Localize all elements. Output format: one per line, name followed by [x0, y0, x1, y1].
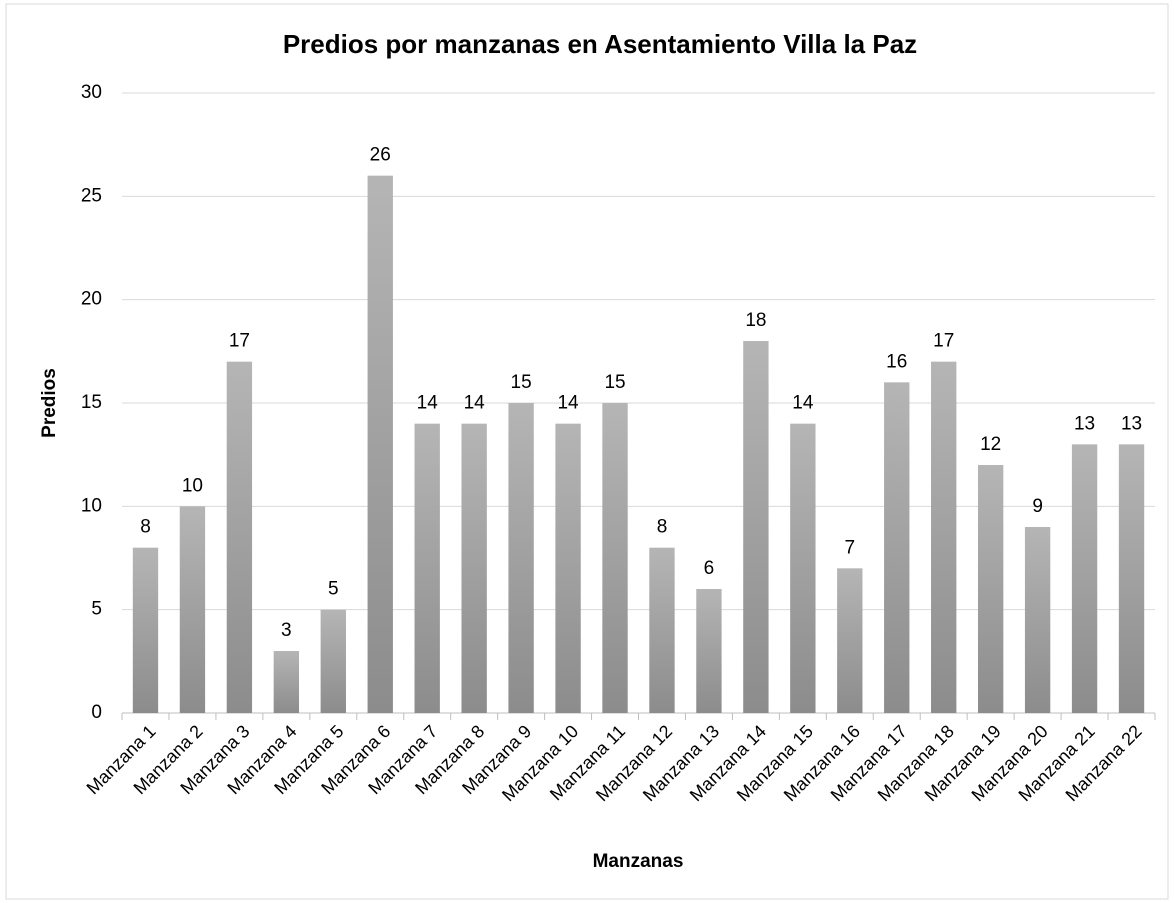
y-axis-title: Predios: [39, 368, 60, 438]
data-label: 14: [417, 393, 439, 414]
data-label: 8: [140, 517, 151, 538]
bar: [837, 568, 863, 713]
chart-title: Predios por manzanas en Asentamiento Vil…: [283, 29, 917, 59]
y-tick-label: 25: [81, 185, 102, 206]
bar: [226, 361, 253, 713]
data-label: 7: [845, 537, 856, 558]
bar: [273, 651, 300, 713]
y-tick-label: 15: [81, 392, 102, 413]
y-tick-label: 5: [91, 599, 102, 620]
bar: [508, 403, 534, 713]
bar: [320, 609, 346, 713]
data-label: 6: [704, 558, 715, 579]
bar: [179, 506, 206, 713]
data-label: 8: [657, 517, 668, 538]
data-label: 14: [464, 393, 486, 414]
bar: [1071, 444, 1098, 713]
bar: [649, 547, 675, 713]
data-label: 17: [229, 331, 250, 352]
data-label: 15: [604, 372, 625, 393]
bar: [555, 423, 581, 713]
chart-border: [5, 3, 1169, 900]
data-label: 26: [370, 145, 391, 166]
data-label: 17: [933, 331, 954, 352]
bar: [696, 589, 722, 713]
y-tick-label: 10: [81, 495, 102, 516]
y-tick-label: 30: [81, 82, 102, 103]
bar: [977, 465, 1004, 713]
y-tick-label: 20: [81, 289, 102, 310]
bar: [743, 341, 769, 713]
bar: [602, 403, 628, 713]
data-label: 13: [1074, 413, 1095, 434]
data-label: 9: [1032, 496, 1043, 517]
y-tick-label: 0: [91, 702, 102, 723]
data-label: 10: [182, 475, 203, 496]
data-label: 3: [281, 620, 292, 641]
data-label: 13: [1121, 413, 1142, 434]
bar: [1118, 444, 1145, 713]
bar: [884, 382, 910, 713]
x-axis-title: Manzanas: [593, 851, 684, 872]
bar: [1024, 527, 1051, 713]
data-label: 15: [511, 372, 532, 393]
bar: [461, 423, 487, 713]
data-label: 16: [886, 351, 907, 372]
bar: [414, 423, 440, 713]
data-label: 5: [328, 579, 339, 600]
data-label: 14: [792, 393, 814, 414]
data-label: 14: [557, 393, 579, 414]
data-label: 12: [980, 434, 1001, 455]
bar: [132, 547, 159, 713]
data-label: 18: [745, 310, 766, 331]
bar: [367, 175, 393, 713]
bar: [931, 361, 957, 713]
bar: [790, 423, 816, 713]
